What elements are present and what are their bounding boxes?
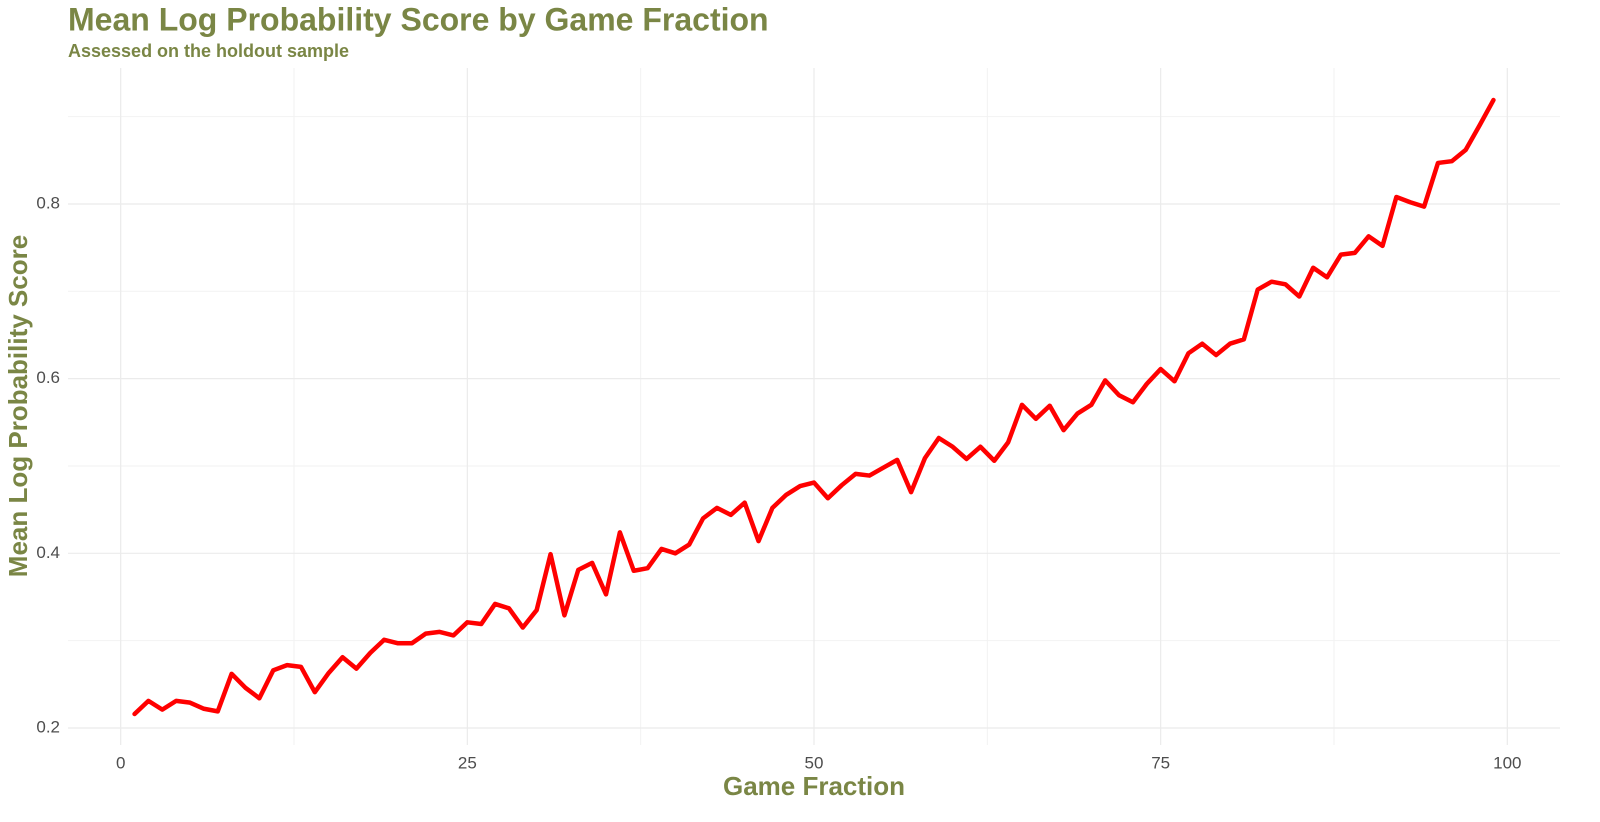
chart-title: Mean Log Probability Score by Game Fract… bbox=[68, 1, 769, 37]
data-line bbox=[132, 97, 1496, 717]
x-tick-label: 100 bbox=[1493, 753, 1521, 772]
x-tick-label: 25 bbox=[458, 753, 477, 772]
x-tick-label: 0 bbox=[116, 753, 125, 772]
x-tick-label: 75 bbox=[1151, 753, 1170, 772]
x-axis-title: Game Fraction bbox=[723, 771, 905, 801]
y-tick-label: 0.6 bbox=[36, 368, 60, 387]
y-tick-label: 0.8 bbox=[36, 193, 60, 212]
y-tick-label: 0.4 bbox=[36, 543, 60, 562]
y-axis-title: Mean Log Probability Score bbox=[3, 235, 33, 577]
y-tick-label: 0.2 bbox=[36, 717, 60, 736]
x-tick-label: 50 bbox=[805, 753, 824, 772]
chart-subtitle: Assessed on the holdout sample bbox=[68, 41, 349, 61]
